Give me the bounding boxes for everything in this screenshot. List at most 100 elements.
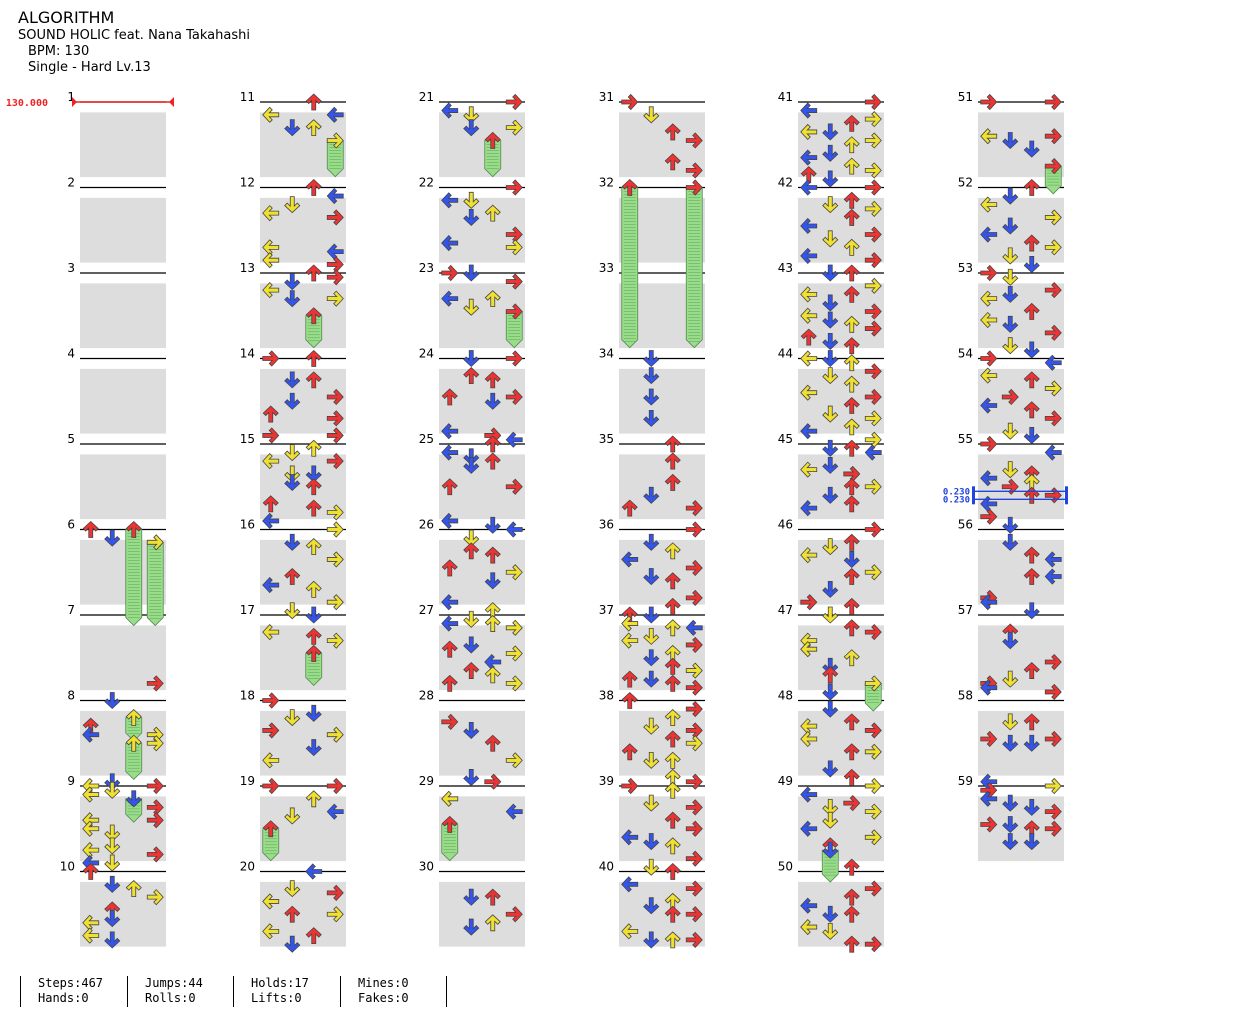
- arrow-note-up: [843, 264, 860, 282]
- arrow-note-right: [685, 132, 703, 149]
- arrow-note-right: [326, 726, 344, 743]
- arrow-note-up: [843, 208, 860, 226]
- beat-band: [439, 219, 525, 242]
- arrow-note-down: [284, 709, 301, 727]
- beat-band: [260, 839, 346, 862]
- beat-band: [439, 710, 525, 733]
- arrow-note-down: [1002, 516, 1019, 534]
- arrow-note-up: [843, 439, 860, 457]
- arrow-note-right: [326, 453, 344, 470]
- beat-band: [80, 283, 166, 306]
- beat-band: [260, 539, 346, 562]
- arrow-note-right: [1044, 93, 1062, 111]
- arrow-note-down: [463, 298, 480, 316]
- arrow-note-down: [1023, 427, 1040, 444]
- arrow-note-right: [505, 388, 523, 406]
- measure-number: 29: [419, 774, 434, 788]
- arrow-note-right: [685, 636, 703, 654]
- measure-number: 54: [958, 347, 973, 361]
- arrow-note-down: [284, 935, 301, 953]
- beat-band: [439, 497, 525, 520]
- arrow-note-up: [484, 734, 501, 752]
- beat-band: [80, 924, 166, 947]
- bpm-value: 130.000: [6, 98, 48, 109]
- arrow-note-up: [843, 354, 860, 372]
- arrow-note-down: [104, 854, 121, 872]
- arrow-note-right: [505, 752, 523, 769]
- beat-band: [619, 112, 705, 135]
- arrow-note-right: [505, 119, 523, 136]
- arrow-note-down: [643, 897, 660, 915]
- beat-band: [260, 646, 346, 669]
- arrow-note-left: [800, 547, 818, 564]
- arrow-note-down: [1002, 833, 1019, 851]
- arrow-note-up: [843, 478, 860, 496]
- arrow-note-left: [1044, 354, 1062, 371]
- arrow-note-left: [262, 923, 280, 940]
- beat-band: [439, 283, 525, 306]
- beat-band: [798, 625, 884, 648]
- arrow-note-right: [505, 179, 523, 196]
- arrow-note-up: [1023, 371, 1040, 389]
- arrow-note-down: [1002, 794, 1019, 812]
- arrow-note-left: [1044, 568, 1062, 585]
- arrow-note-down: [643, 106, 660, 124]
- arrow-note-down: [463, 610, 480, 628]
- arrow-note-right: [864, 162, 882, 179]
- arrow-note-up: [1023, 546, 1040, 564]
- beat-band: [619, 903, 705, 926]
- measure-number: 1: [67, 90, 75, 104]
- arrow-note-right: [685, 179, 703, 196]
- beat-band: [439, 368, 525, 391]
- arrow-note-down: [822, 123, 839, 141]
- beat-band: [978, 539, 1064, 562]
- arrow-note-down: [1023, 734, 1040, 752]
- arrow-note-down: [822, 264, 839, 282]
- arrow-note-up: [843, 597, 860, 615]
- arrow-note-left: [441, 512, 459, 530]
- beat-band: [80, 304, 166, 327]
- arrow-note-right: [980, 93, 998, 111]
- arrow-note-down: [822, 922, 839, 940]
- beat-band: [619, 304, 705, 327]
- arrow-note-down: [822, 367, 839, 385]
- arrow-note-left: [621, 551, 639, 568]
- beat-band: [619, 796, 705, 819]
- arrow-note-down: [463, 350, 480, 368]
- arrow-note-up: [125, 734, 142, 752]
- arrow-note-down: [643, 931, 660, 949]
- arrow-note-left: [980, 226, 998, 243]
- arrow-note-left: [800, 820, 818, 837]
- arrow-note-right: [326, 551, 344, 568]
- arrow-note-left: [262, 624, 280, 641]
- arrow-note-up: [664, 837, 681, 855]
- beat-band: [260, 753, 346, 776]
- beat-band: [978, 454, 1064, 477]
- arrow-note-up: [664, 473, 681, 491]
- bpm-label: BPM: 130: [28, 44, 90, 59]
- arrow-note-right: [864, 431, 882, 448]
- arrow-note-left: [980, 196, 998, 213]
- beat-band: [80, 710, 166, 733]
- arrow-note-left: [980, 470, 998, 487]
- arrow-note-left: [800, 641, 818, 658]
- beat-band: [798, 710, 884, 733]
- measure-number: 21: [419, 90, 434, 104]
- arrow-note-right: [1044, 653, 1062, 671]
- arrow-note-right: [1044, 380, 1062, 397]
- arrow-note-left: [621, 923, 639, 940]
- arrow-note-right: [326, 777, 344, 795]
- measure-number: 46: [778, 518, 793, 532]
- arrow-note-up: [82, 520, 99, 538]
- arrow-note-up: [305, 349, 322, 367]
- arrow-note-up: [305, 119, 322, 137]
- arrow-note-down: [822, 311, 839, 329]
- beat-band: [619, 582, 705, 605]
- arrow-note-right: [262, 350, 280, 367]
- arrow-note-up: [305, 644, 322, 662]
- arrow-note-down: [1002, 268, 1019, 286]
- arrow-note-up: [664, 862, 681, 880]
- measure-number: 31: [599, 90, 614, 104]
- beat-band: [80, 219, 166, 242]
- arrow-note-down: [643, 606, 660, 624]
